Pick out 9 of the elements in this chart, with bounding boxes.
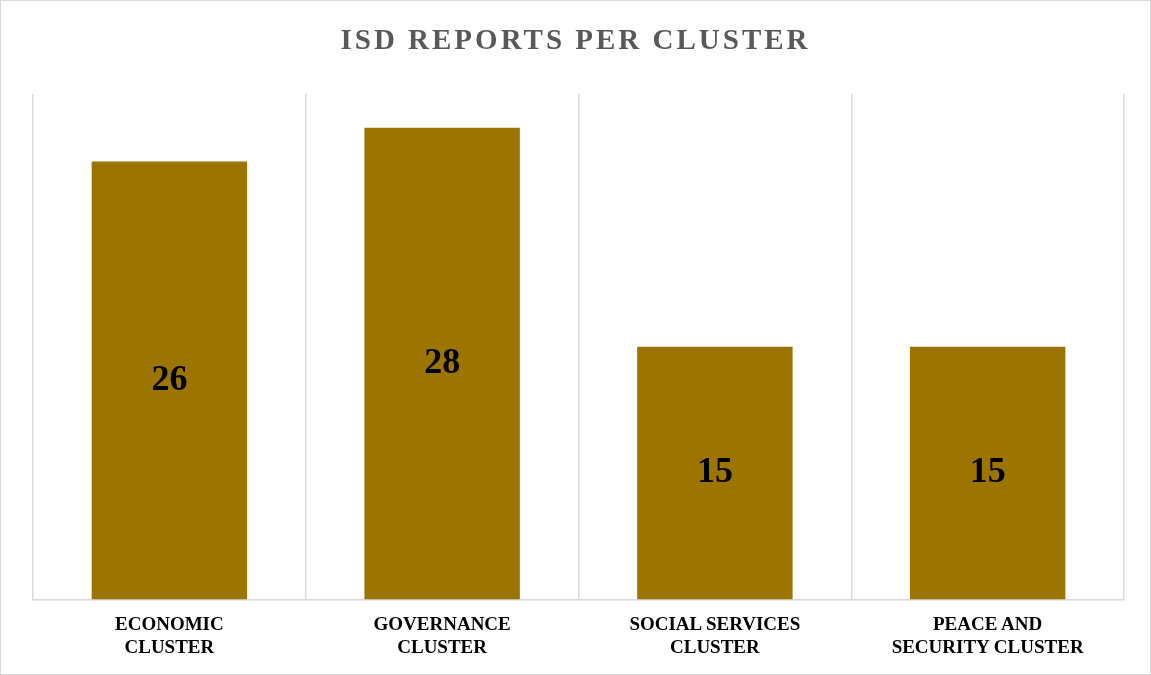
x-tick-label: GOVERNANCE CLUSTER	[373, 612, 511, 657]
data-label: 15	[969, 450, 1006, 491]
x-tick-label: PEACE AND SECURITY CLUSTER	[891, 612, 1084, 657]
data-label: 15	[696, 450, 733, 491]
chart-title: ISD REPORTS PER CLUSTER	[339, 23, 812, 56]
data-label: 28	[424, 340, 461, 381]
data-label: 26	[151, 357, 188, 398]
x-tick-label: SOCIAL SERVICES CLUSTER	[629, 612, 801, 657]
x-tick-label: ECONOMIC CLUSTER	[115, 612, 224, 657]
